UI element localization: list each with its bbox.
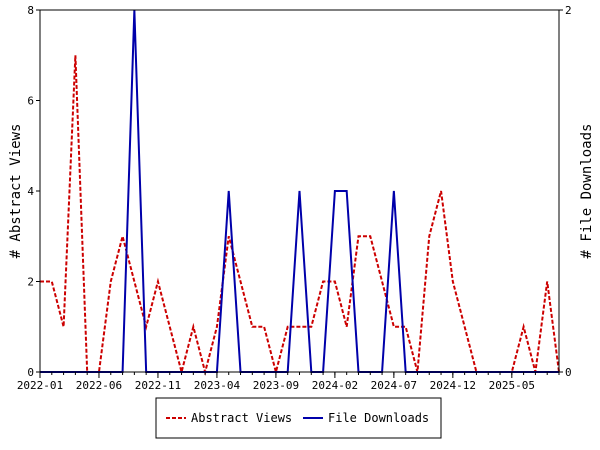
y-tick-label: 2 — [27, 276, 34, 289]
series-line-file-downloads — [40, 9, 559, 373]
y-tick-label: 6 — [27, 95, 34, 108]
y2-tick-label: 2 — [565, 4, 572, 17]
y-axis-title: # Abstract Views — [8, 124, 24, 259]
legend-label: Abstract Views — [191, 411, 292, 425]
legend: Abstract Views File Downloads — [155, 397, 442, 439]
y-tick-label: 4 — [27, 185, 34, 198]
x-tick-label: 2025-05 — [489, 379, 535, 392]
y-tick-label: 0 — [27, 366, 34, 379]
x-tick-label: 2024-12 — [430, 379, 476, 392]
y2-tick-label: 0 — [565, 366, 572, 379]
x-tick-label: 2022-01 — [17, 379, 63, 392]
series-line-abstract-views — [40, 55, 560, 376]
axis-ticks: 0 2 4 6 8 0 2 2022-01 2022-06 2022-11 2023-04 2023-… — [17, 4, 572, 392]
x-tick-label: 2022-11 — [135, 379, 181, 392]
y2-axis-title: # File Downloads — [579, 124, 595, 259]
x-tick-label: 2023-04 — [194, 379, 241, 392]
x-tick-label: 2023-09 — [253, 379, 299, 392]
legend-label: File Downloads — [328, 411, 429, 425]
legend-box — [155, 397, 442, 439]
x-tick-label: 2024-07 — [371, 379, 417, 392]
x-tick-label: 2022-06 — [76, 379, 122, 392]
y-tick-label: 8 — [27, 4, 34, 17]
x-tick-label: 2024-02 — [312, 379, 358, 392]
plot-lines — [40, 9, 560, 376]
